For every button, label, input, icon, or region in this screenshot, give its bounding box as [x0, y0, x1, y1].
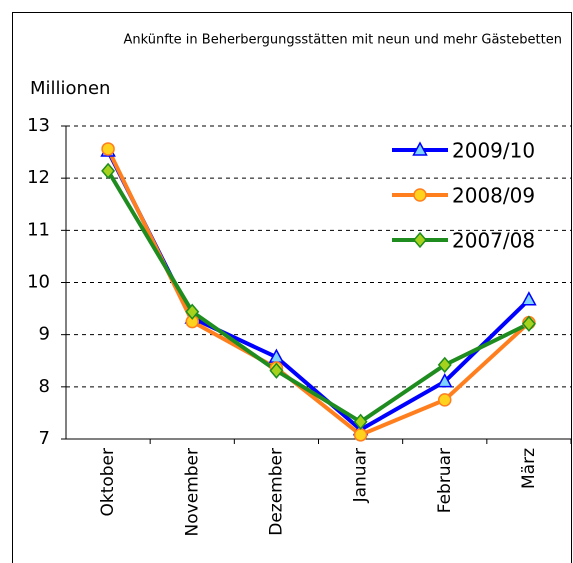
y-tick-label: 13 — [27, 115, 50, 136]
data-point — [438, 393, 452, 407]
legend-label: 2008/09 — [452, 184, 535, 208]
x-tick-label: Dezember — [266, 448, 286, 536]
chart-title: Ankünfte in Beherbergungsstätten mit neu… — [123, 33, 562, 48]
data-point — [521, 291, 537, 306]
data-point — [185, 303, 200, 320]
legend-label: 2007/08 — [452, 229, 535, 253]
legend-marker — [412, 141, 428, 156]
y-tick-label: 9 — [39, 324, 50, 345]
data-point — [353, 413, 368, 430]
y-axis-label: Millionen — [30, 78, 110, 99]
y-tick-label: 10 — [27, 272, 50, 293]
x-tick-label: März — [519, 448, 539, 489]
y-tick-label: 11 — [27, 219, 50, 240]
data-point — [521, 315, 536, 332]
legend-marker — [413, 231, 427, 249]
data-point — [437, 356, 452, 374]
series-line — [106, 148, 531, 437]
data-point — [269, 362, 284, 379]
y-tick-label: 12 — [27, 167, 50, 188]
data-point — [353, 428, 368, 442]
legend-label: 2009/10 — [452, 139, 535, 163]
series-line — [106, 169, 530, 424]
x-tick-label: Oktober — [98, 448, 118, 517]
x-tick-label: Februar — [435, 448, 455, 513]
x-tick-label: November — [182, 448, 202, 536]
x-tick-label: Januar — [351, 448, 371, 503]
data-point — [101, 162, 116, 180]
y-tick-label: 8 — [39, 376, 50, 397]
frame — [12, 12, 572, 563]
legend-marker — [413, 188, 427, 202]
data-point — [436, 373, 453, 388]
y-tick-label: 7 — [39, 428, 50, 449]
data-point — [101, 142, 115, 156]
